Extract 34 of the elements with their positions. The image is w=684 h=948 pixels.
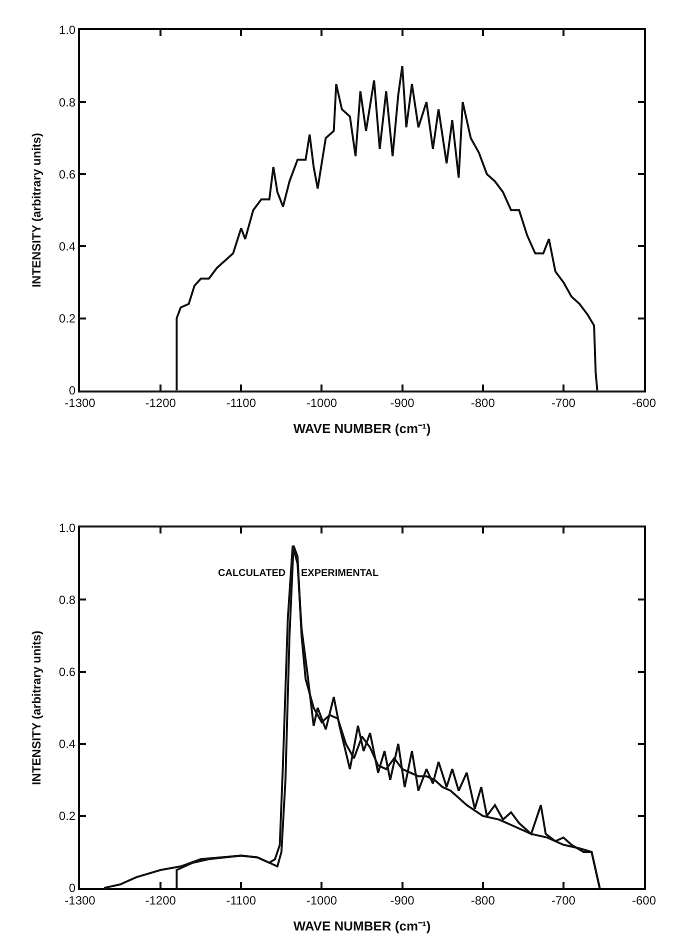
y-tick-label: 0.8 xyxy=(58,95,76,110)
x-tick-label: -800 xyxy=(470,396,496,410)
y-tick-label: 0.2 xyxy=(58,809,76,824)
y-axis-title: INTENSITY (arbitrary units) xyxy=(30,630,44,786)
y-tick-label: 0.6 xyxy=(58,167,76,182)
x-tick-label: -800 xyxy=(470,893,496,908)
x-tick-label: -1100 xyxy=(226,396,256,410)
y-tick-label: 0 xyxy=(68,384,76,398)
x-tick-label: -900 xyxy=(390,396,415,410)
y-tick-label: 0 xyxy=(68,881,76,896)
y-tick-label: 0.2 xyxy=(58,311,76,326)
y-tick-label: 1.0 xyxy=(58,520,76,535)
x-tick-label: -1000 xyxy=(306,396,338,410)
x-tick-label: -1100 xyxy=(226,893,256,908)
x-axis-title: WAVE NUMBER (cm⁻¹) xyxy=(293,918,431,934)
y-axis-title: INTENSITY (arbitrary units) xyxy=(30,132,44,288)
x-tick-label: -600 xyxy=(632,396,656,410)
x-tick-label: -1200 xyxy=(145,396,176,410)
y-tick-label: 1.0 xyxy=(58,23,76,38)
y-tick-label: 0.4 xyxy=(58,239,76,254)
y-tick-label: 0.4 xyxy=(58,737,76,752)
x-axis-title: WAVE NUMBER (cm⁻¹) xyxy=(293,420,431,436)
x-tick-label: -1300 xyxy=(64,396,96,410)
x-tick-label: -1300 xyxy=(64,893,96,908)
series-label: CALCULATED xyxy=(218,568,286,579)
y-tick-label: 0.6 xyxy=(58,664,76,679)
x-tick-label: -700 xyxy=(551,893,576,908)
x-tick-label: -1000 xyxy=(306,893,338,908)
series-label: EXPERIMENTAL xyxy=(301,568,379,579)
x-tick-label: -1200 xyxy=(145,893,176,908)
y-tick-label: 0.8 xyxy=(58,592,76,607)
x-tick-label: -700 xyxy=(551,396,576,410)
x-tick-label: -600 xyxy=(632,893,656,908)
x-tick-label: -900 xyxy=(390,893,415,908)
